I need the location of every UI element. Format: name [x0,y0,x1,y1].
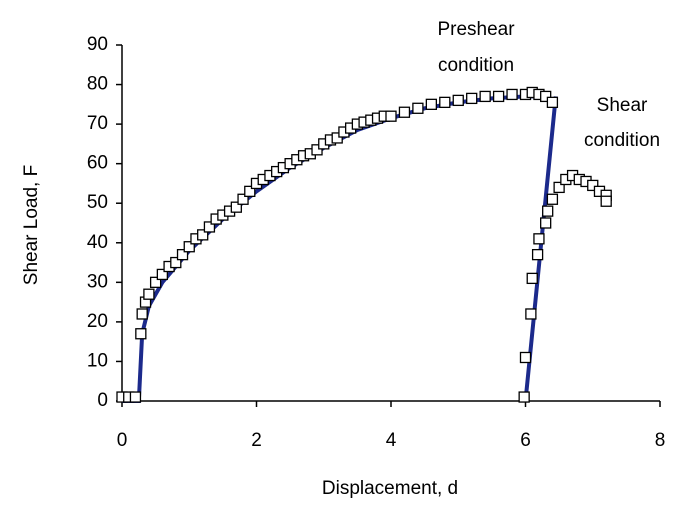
y-tick-label: 70 [87,113,108,134]
data-point [542,205,554,217]
data-point [546,96,559,109]
data-point [540,217,552,229]
x-tick-label: 2 [251,430,262,451]
y-tick-label: 40 [87,232,108,253]
data-point [439,96,451,109]
data-point [526,272,538,285]
y-tick-label: 50 [87,192,108,213]
annotation: condition [584,130,660,151]
data-point [518,391,530,403]
data-point [540,90,552,103]
data-point [425,98,438,110]
data-point [531,248,544,261]
data-point [156,268,169,281]
data-point [452,94,464,107]
data-point [244,185,256,198]
data-point [600,195,612,207]
data-point [385,110,397,122]
annotation: Preshear [437,19,515,40]
x-axis-label: Displacement, d [322,478,458,499]
y-tick-label: 90 [87,34,108,55]
data-point [203,221,216,233]
data-point [553,181,565,194]
data-point [149,276,162,288]
annotation: Shear [597,95,648,116]
data-point [311,144,323,156]
data-point [525,308,537,320]
y-tick-label: 80 [87,74,108,95]
data-point [237,193,249,205]
x-tick-label: 8 [655,430,666,451]
x-tick-label: 4 [386,430,397,451]
y-tick-label: 30 [87,271,108,292]
data-point [546,193,559,205]
data-point [466,92,478,105]
data-point [230,201,242,213]
data-point [506,88,518,101]
data-point [331,132,343,144]
y-tick-label: 10 [87,350,108,371]
y-axis-label: Shear Load, F [21,165,42,285]
data-point [479,90,491,103]
data-point [129,391,142,403]
data-point [412,102,424,114]
data-point [176,248,189,261]
data-point [533,233,545,245]
x-tick-label: 6 [520,430,531,451]
y-tick-label: 0 [97,390,108,411]
y-tick-label: 20 [87,311,108,332]
data-point [197,229,209,241]
x-tick-label: 0 [117,430,128,451]
data-point [143,288,155,300]
data-point [135,328,147,340]
data-point [398,106,411,118]
data-point [183,241,195,253]
y-tick-label: 60 [87,153,108,174]
annotation: condition [438,55,514,76]
data-point [492,90,505,103]
data-point [587,179,599,192]
data-point [136,308,148,320]
data-point [170,256,182,269]
data-point [519,351,532,364]
